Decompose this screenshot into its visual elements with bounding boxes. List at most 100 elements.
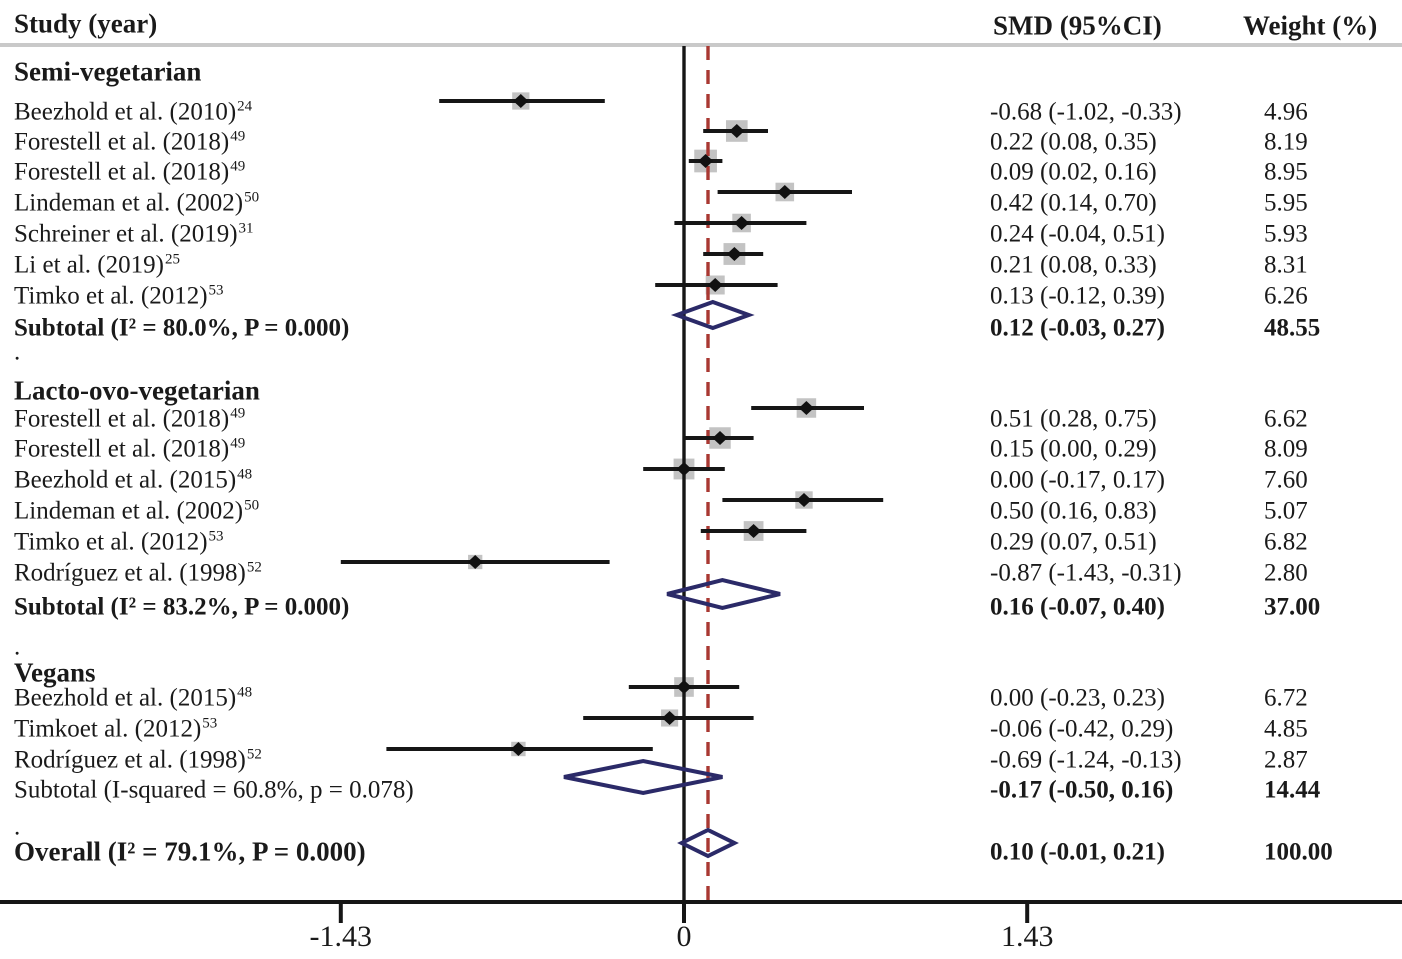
weight-value: 5.93 (1264, 220, 1308, 248)
study-label: Timko et al. (2012)53 (14, 282, 224, 309)
point-estimate-diamond (729, 124, 745, 138)
point-estimate-diamond (510, 742, 526, 756)
effect-weight-square (775, 182, 795, 202)
study-label: Beezhold et al. (2015)48 (14, 684, 253, 712)
study-reference-number: 49 (230, 405, 246, 422)
smd-value: -0.06 (-0.42, 0.29) (990, 715, 1174, 743)
subtotal-label: Subtotal (I-squared = 60.8%, p = 0.078) (14, 776, 414, 804)
smd-value: 0.29 (0.07, 0.51) (990, 528, 1157, 556)
smd-value: 0.00 (-0.23, 0.23) (990, 684, 1165, 712)
study-reference-number: 24 (237, 98, 253, 115)
study-label: Lindeman et al. (2002)50 (14, 498, 259, 524)
smd-value: 0.00 (-0.17, 0.17) (990, 466, 1165, 494)
weight-value: 6.72 (1264, 684, 1308, 712)
study-label: Forestell et al. (2018)49 (14, 435, 246, 462)
effect-weight-square (732, 213, 751, 233)
study-label-text: Forestell et al. (2018) (14, 405, 230, 433)
effect-weight-square (705, 275, 725, 295)
study-label: Forestell et al. (2018)49 (14, 405, 246, 433)
section-separator-dot: . (14, 813, 21, 841)
point-estimate-diamond (662, 711, 678, 725)
subtotal-pooled-diamond (670, 299, 755, 331)
smd-value: 0.13 (-0.12, 0.39) (990, 282, 1165, 310)
point-estimate-diamond (746, 524, 762, 538)
x-axis-tick-label: -1.43 (309, 920, 373, 953)
study-label: Timkoet al. (2012)53 (14, 715, 218, 743)
weight-value: 5.07 (1264, 497, 1308, 525)
study-label-text: Beezhold et al. (2015) (14, 684, 237, 712)
study-label: Rodríguez et al. (1998)52 (14, 559, 262, 587)
effect-weight-square (512, 92, 530, 110)
point-estimate-diamond (726, 247, 742, 261)
x-axis-tick-label: 0 (676, 920, 692, 953)
study-label: Lindeman et al. (2002)50 (14, 189, 260, 217)
study-label-text: Li et al. (2019) (14, 251, 164, 279)
effect-weight-square (709, 427, 731, 449)
subtotal-smd-value: -0.17 (-0.50, 0.16) (990, 776, 1174, 804)
study-reference-number: 48 (237, 684, 253, 701)
weight-value: 4.96 (1264, 98, 1308, 126)
subtotal-weight-value: 14.44 (1264, 776, 1321, 804)
study-label-text: Rodríguez et al. (1998) (14, 559, 246, 587)
study-label: Timko et al. (2012)53 (14, 528, 224, 556)
column-header-smd-ci: SMD (95%CI) (993, 10, 1162, 41)
study-label: Rodríguez et al. (1998)52 (14, 746, 262, 774)
point-estimate-diamond (796, 493, 812, 507)
smd-value: -0.69 (-1.24, -0.13) (990, 746, 1182, 774)
weight-value: 8.19 (1264, 128, 1308, 156)
weight-value: 4.85 (1264, 715, 1308, 743)
study-label-text: Schreiner et al. (2019) (14, 220, 238, 248)
study-reference-number: 25 (164, 251, 180, 268)
study-reference-number: 53 (208, 528, 224, 545)
section-separator-dot: . (14, 633, 21, 661)
smd-value: -0.87 (-1.43, -0.31) (990, 559, 1182, 587)
weight-value: 7.60 (1264, 466, 1308, 494)
column-header-study-year: Study (year) (14, 8, 158, 39)
point-estimate-diamond (676, 680, 692, 694)
group-header: Semi-vegetarian (14, 56, 202, 87)
subtotal-smd-value: 0.16 (-0.07, 0.40) (990, 593, 1165, 621)
overall-weight-value: 100.00 (1264, 838, 1333, 866)
point-estimate-diamond (513, 94, 529, 108)
study-label: Forestell et al. (2018)49 (14, 128, 245, 156)
point-estimate-diamond (798, 401, 814, 415)
smd-value: 0.09 (0.02, 0.16) (990, 158, 1157, 186)
overall-pooled-diamond (677, 827, 739, 859)
study-label-text: Forestell et al. (2018) (14, 128, 230, 156)
subtotal-weight-value: 37.00 (1264, 593, 1321, 621)
smd-value: 0.50 (0.16, 0.83) (990, 497, 1157, 525)
effect-weight-square (796, 398, 817, 418)
study-reference-number: 52 (246, 559, 262, 576)
effect-weight-square (468, 554, 483, 570)
effect-weight-square (673, 458, 695, 480)
effect-weight-square (661, 709, 679, 727)
study-label-text: Rodríguez et al. (1998) (14, 746, 246, 774)
effect-weight-square (674, 677, 694, 697)
group-header: Lacto-ovo-vegetarian (14, 375, 260, 406)
weight-value: 8.09 (1264, 435, 1308, 463)
study-reference-number: 48 (237, 466, 253, 483)
effect-weight-square (743, 521, 764, 541)
column-header-weight: Weight (%) (1243, 10, 1378, 41)
point-estimate-diamond (777, 185, 793, 199)
study-reference-number: 53 (208, 282, 224, 299)
study-label-text: Timko et al. (2012) (14, 528, 208, 556)
subtotal-pooled-diamond (563, 758, 723, 796)
study-label: Beezhold et al. (2010)24 (14, 98, 253, 125)
effect-weight-square (795, 491, 813, 509)
smd-value: 0.24 (-0.04, 0.51) (990, 220, 1165, 248)
weight-value: 6.62 (1264, 405, 1308, 433)
study-reference-number: 49 (230, 435, 246, 452)
study-label: Schreiner et al. (2019)31 (14, 220, 254, 248)
effect-weight-square (725, 120, 748, 142)
study-label-text: Timkoet al. (2012) (14, 715, 202, 743)
point-estimate-diamond (707, 278, 723, 292)
effect-weight-square (511, 741, 526, 757)
study-reference-number: 50 (244, 189, 260, 206)
smd-value: 0.42 (0.14, 0.70) (990, 189, 1157, 217)
smd-value: 0.22 (0.08, 0.35) (990, 128, 1157, 156)
study-label-text: Lindeman et al. (2002) (14, 189, 244, 217)
point-estimate-diamond (712, 431, 728, 445)
study-reference-number: 53 (202, 715, 218, 732)
subtotal-weight-value: 48.55 (1264, 314, 1321, 342)
